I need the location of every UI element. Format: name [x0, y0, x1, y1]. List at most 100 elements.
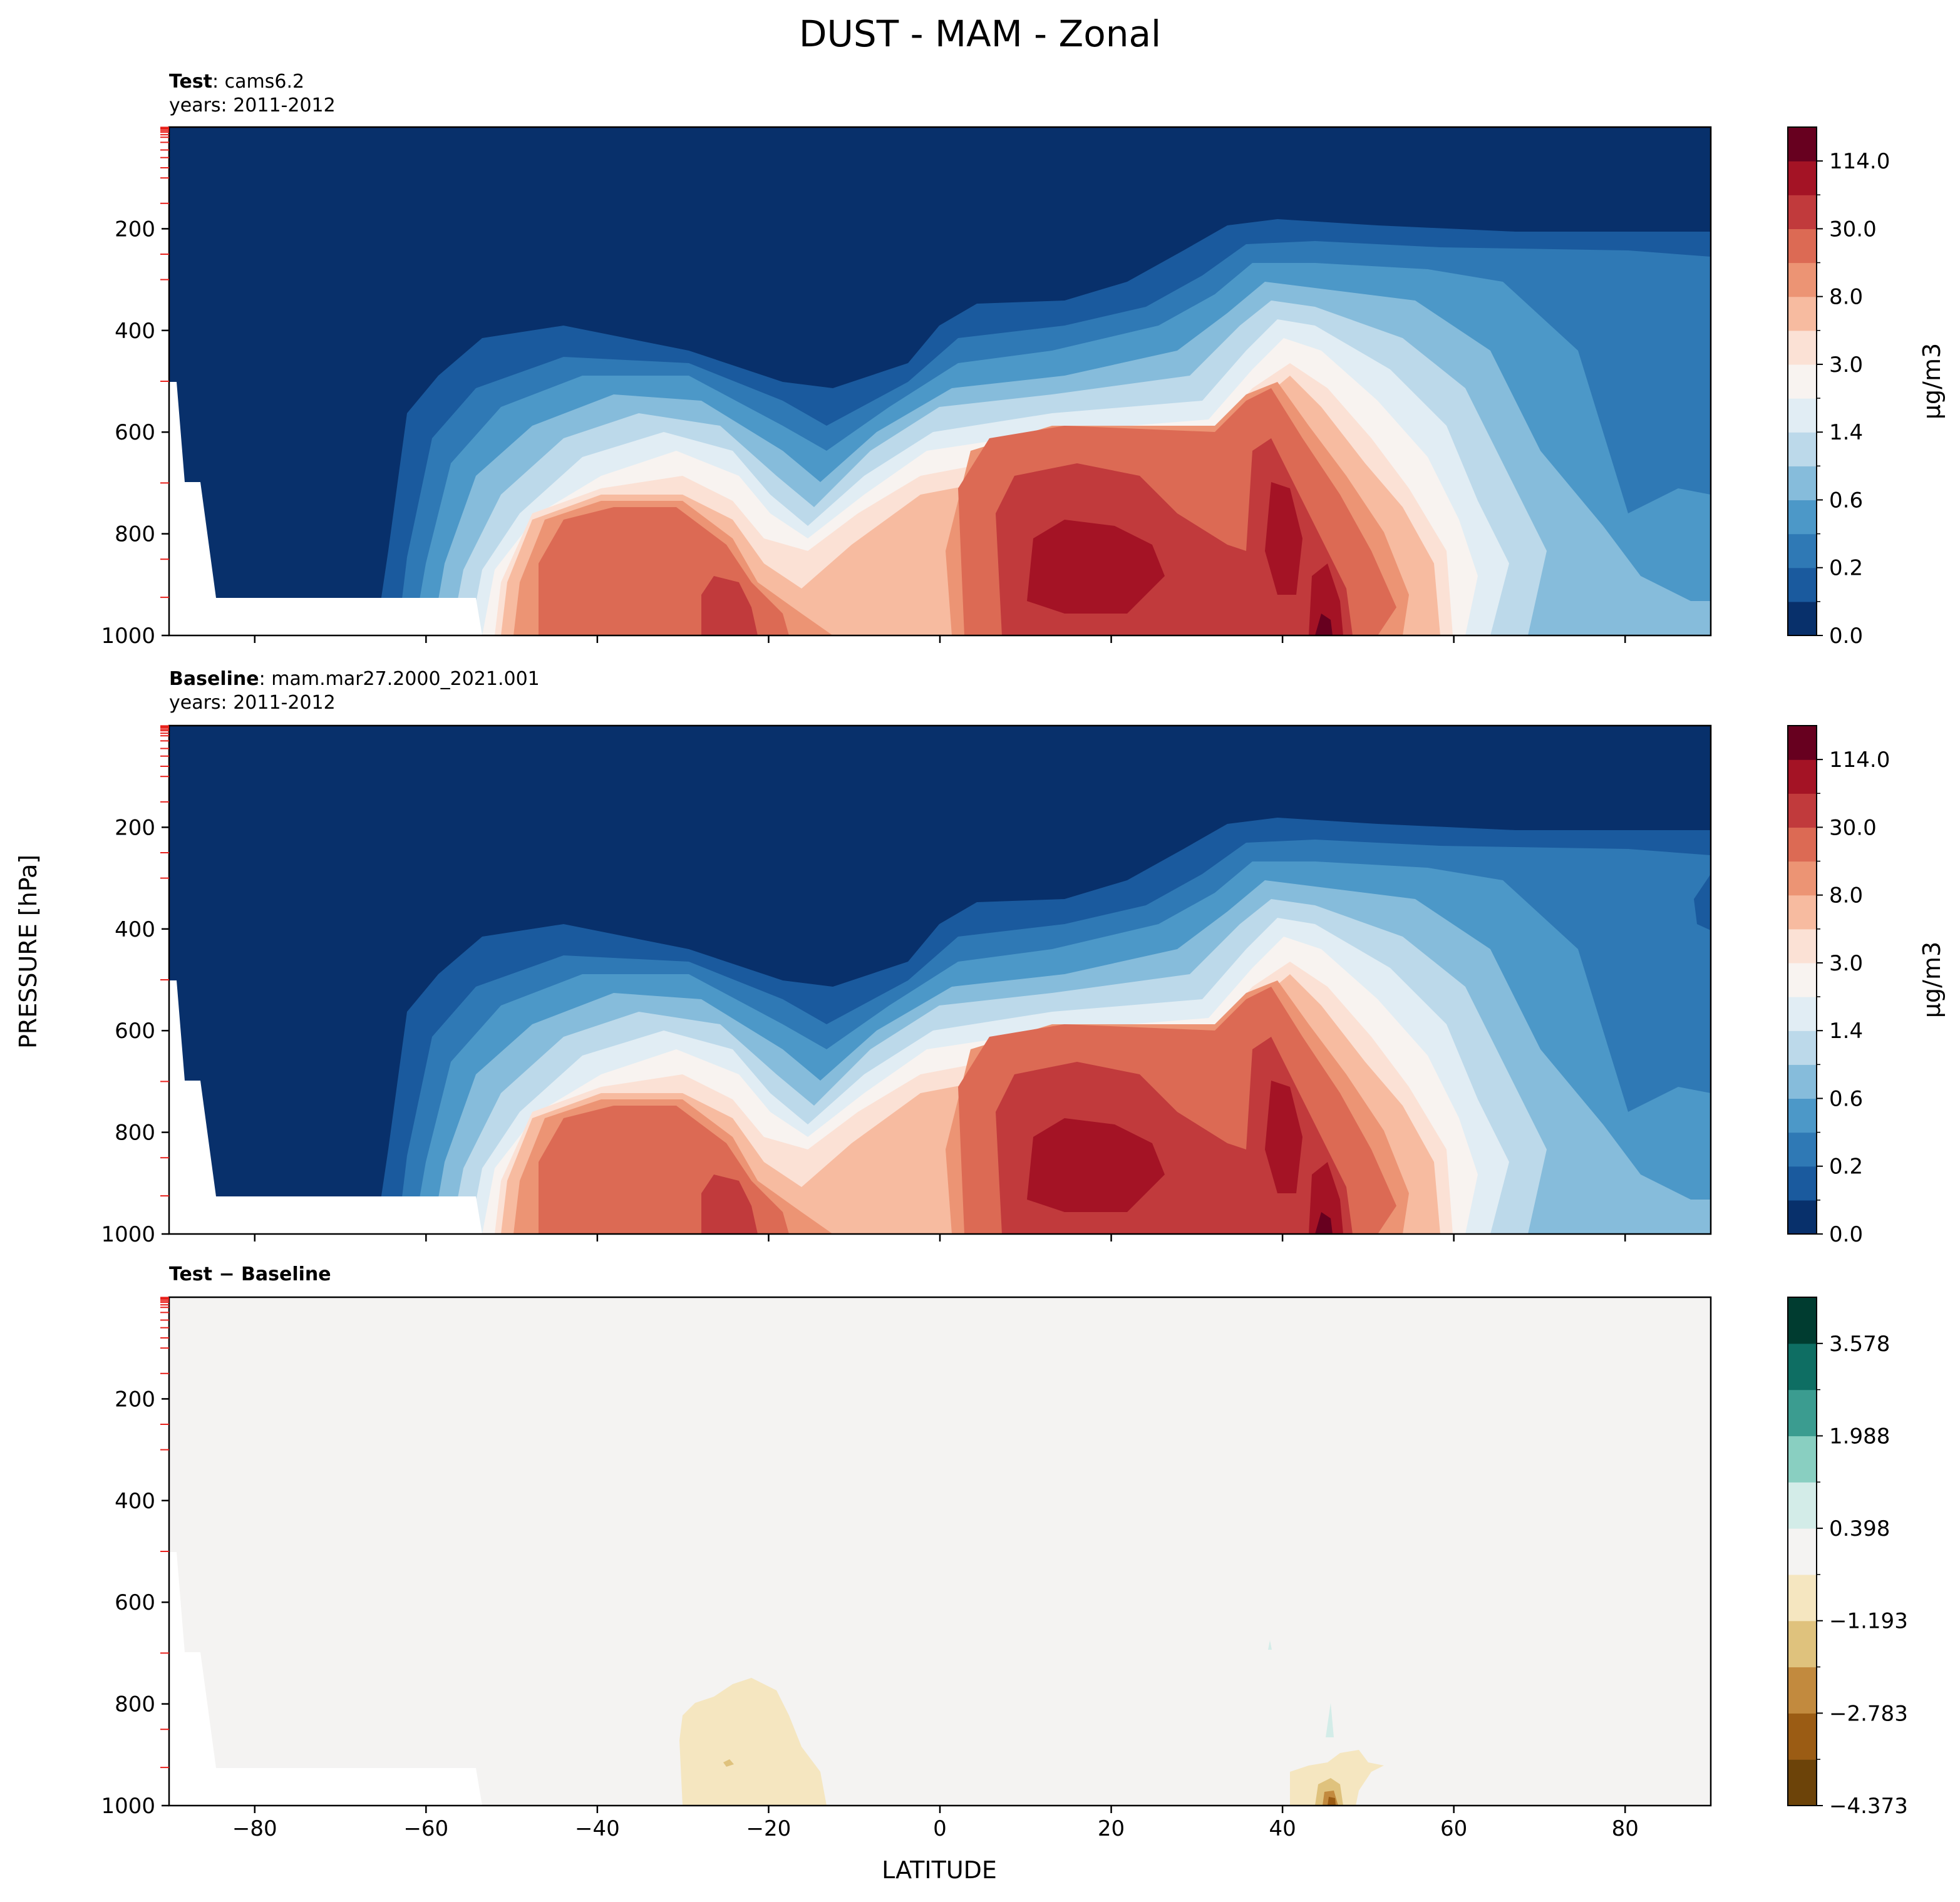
colorbar-frame: [1787, 1297, 1817, 1806]
colorbar-swatch: [1788, 601, 1817, 636]
colorbar-swatch: [1788, 1200, 1817, 1235]
colorbar-tick-label: 1.4: [1829, 1019, 1863, 1044]
colorbar-tick-label: −1.193: [1829, 1609, 1908, 1634]
colorbar-swatch: [1788, 195, 1817, 229]
colorbar-swatch: [1788, 1132, 1817, 1167]
colorbar-tick-label: 0.2: [1829, 1154, 1863, 1180]
y-tick-label: 200: [115, 1387, 155, 1412]
panel-test-title: Test: cams6.2: [169, 71, 304, 93]
colorbar-swatch: [1788, 296, 1817, 331]
colorbar-swatch: [1788, 793, 1817, 828]
y-tick-label: 1000: [101, 1794, 155, 1819]
panel-baseline-subtitle: years: 2011-2012: [169, 692, 336, 714]
colorbar-tick-label: 3.578: [1829, 1332, 1890, 1357]
colorbar-frame: [1787, 126, 1817, 636]
panel-test-plot: [168, 126, 1712, 637]
y-tick-label: 600: [115, 420, 155, 445]
colorbar-swatch: [1788, 1064, 1817, 1099]
panel-test: Test: cams6.2 years: 2011-2012 200 400 600…: [101, 71, 1946, 649]
y-tick-label: 400: [115, 1489, 155, 1514]
colorbar-swatch: [1788, 1031, 1817, 1065]
panel-test-axes: 200 400 600 800 1000: [101, 126, 1626, 649]
colorbar-swatch: [1788, 364, 1817, 399]
colorbar-swatch: [1788, 827, 1817, 862]
panel-baseline-plot: [168, 724, 1712, 1235]
colorbar-swatch: [1788, 895, 1817, 930]
x-tick-label: 40: [1269, 1816, 1296, 1841]
colorbar-tick-label: 114.0: [1829, 748, 1890, 773]
y-tick-label: 600: [115, 1019, 155, 1044]
colorbar-swatch: [1788, 500, 1817, 535]
colorbar-swatch: [1788, 567, 1817, 602]
colorbar-swatch: [1788, 1574, 1817, 1622]
colorbar-tick-label: 3.0: [1829, 352, 1863, 378]
colorbar-swatch: [1788, 1343, 1817, 1391]
panel-difference-colorbar: −4.373 −2.783 −1.193 0.398 1.988 3.578: [1787, 1297, 1908, 1819]
x-tick-label: 80: [1612, 1816, 1639, 1841]
colorbar-swatch: [1788, 1620, 1817, 1668]
colorbar-tick-label: −2.783: [1829, 1701, 1908, 1726]
colorbar-tick-label: 30.0: [1829, 217, 1877, 242]
colorbar-swatch: [1788, 962, 1817, 997]
colorbar-tick-label: 8.0: [1829, 883, 1863, 908]
x-tick-label: −20: [746, 1816, 792, 1841]
colorbar-tick-label: 0.6: [1829, 488, 1863, 513]
colorbar-swatch: [1788, 466, 1817, 501]
colorbar-swatch: [1788, 1098, 1817, 1133]
colorbar-swatch: [1788, 1713, 1817, 1760]
y-tick-label: 800: [115, 1692, 155, 1717]
panel-baseline-colorbar-label: μg/m3: [1918, 942, 1946, 1018]
colorbar-tick-label: 0.0: [1829, 624, 1863, 649]
panel-baseline-title: Baseline: mam.mar27.2000_2021.001: [169, 668, 540, 690]
colorbar-frame: [1787, 725, 1817, 1235]
panel-test-colorbar: 0.0 0.2 0.6 1.4 3.0 8.0 30.0 114.0: [1787, 126, 1890, 649]
colorbar-swatch: [1788, 1759, 1817, 1806]
colorbar-tick-label: 0.0: [1829, 1222, 1863, 1247]
colorbar-swatch: [1788, 229, 1817, 264]
x-tick-label: −40: [575, 1816, 620, 1841]
suptitle: DUST - MAM - Zonal: [799, 13, 1161, 55]
y-tick-label: 200: [115, 815, 155, 840]
colorbar-tick-label: 0.398: [1829, 1516, 1890, 1541]
colorbar-swatch: [1788, 533, 1817, 568]
colorbar-swatch: [1788, 127, 1817, 162]
panel-difference: Test − Baseline −80 −60 −40 −20 0 20 40 60 80 200…: [101, 1263, 1907, 1841]
y-axis-label: PRESSURE [hPa]: [14, 855, 42, 1049]
colorbar-tick-label: 0.6: [1829, 1086, 1863, 1111]
colorbar-swatch: [1788, 997, 1817, 1031]
panel-difference-title: Test − Baseline: [169, 1263, 331, 1285]
colorbar-swatch: [1788, 1482, 1817, 1529]
colorbar-tick-label: 0.2: [1829, 556, 1863, 581]
colorbar-swatch: [1788, 1528, 1817, 1575]
y-tick-label: 1000: [101, 1222, 155, 1247]
colorbar-swatch: [1788, 262, 1817, 297]
panel-baseline-axes: 200 400 600 800 1000: [101, 725, 1626, 1247]
panel-test-colorbar-label: μg/m3: [1918, 343, 1946, 419]
colorbar-tick-label: −4.373: [1829, 1794, 1908, 1819]
colorbar-swatch: [1788, 432, 1817, 466]
panel-baseline: Baseline: mam.mar27.2000_2021.001 years:…: [101, 668, 1946, 1247]
colorbar-tick-label: 8.0: [1829, 285, 1863, 310]
y-tick-label: 400: [115, 319, 155, 344]
x-tick-label: 0: [933, 1816, 947, 1841]
colorbar-swatch: [1788, 1389, 1817, 1437]
colorbar-tick-label: 114.0: [1829, 149, 1890, 174]
colorbar-swatch: [1788, 161, 1817, 195]
y-tick-label: 400: [115, 917, 155, 942]
colorbar-swatch: [1788, 928, 1817, 964]
y-tick-label: 1000: [101, 624, 155, 649]
panel-difference-plot: [168, 1296, 1712, 1807]
x-tick-label: −60: [403, 1816, 448, 1841]
colorbar-swatch: [1788, 759, 1817, 794]
colorbar-swatch: [1788, 1667, 1817, 1714]
panel-test-subtitle: years: 2011-2012: [169, 95, 336, 116]
colorbar-tick-label: 1.988: [1829, 1424, 1890, 1449]
y-tick-label: 600: [115, 1590, 155, 1615]
colorbar-tick-label: 30.0: [1829, 815, 1877, 840]
colorbar-tick-label: 1.4: [1829, 420, 1863, 445]
x-tick-label: 60: [1440, 1816, 1467, 1841]
panel-difference-axes: −80 −60 −40 −20 0 20 40 60 80 200 400 600 800 1000: [101, 1297, 1639, 1841]
x-axis-label: LATITUDE: [882, 1856, 997, 1884]
colorbar-swatch: [1788, 398, 1817, 433]
y-tick-label: 200: [115, 217, 155, 242]
